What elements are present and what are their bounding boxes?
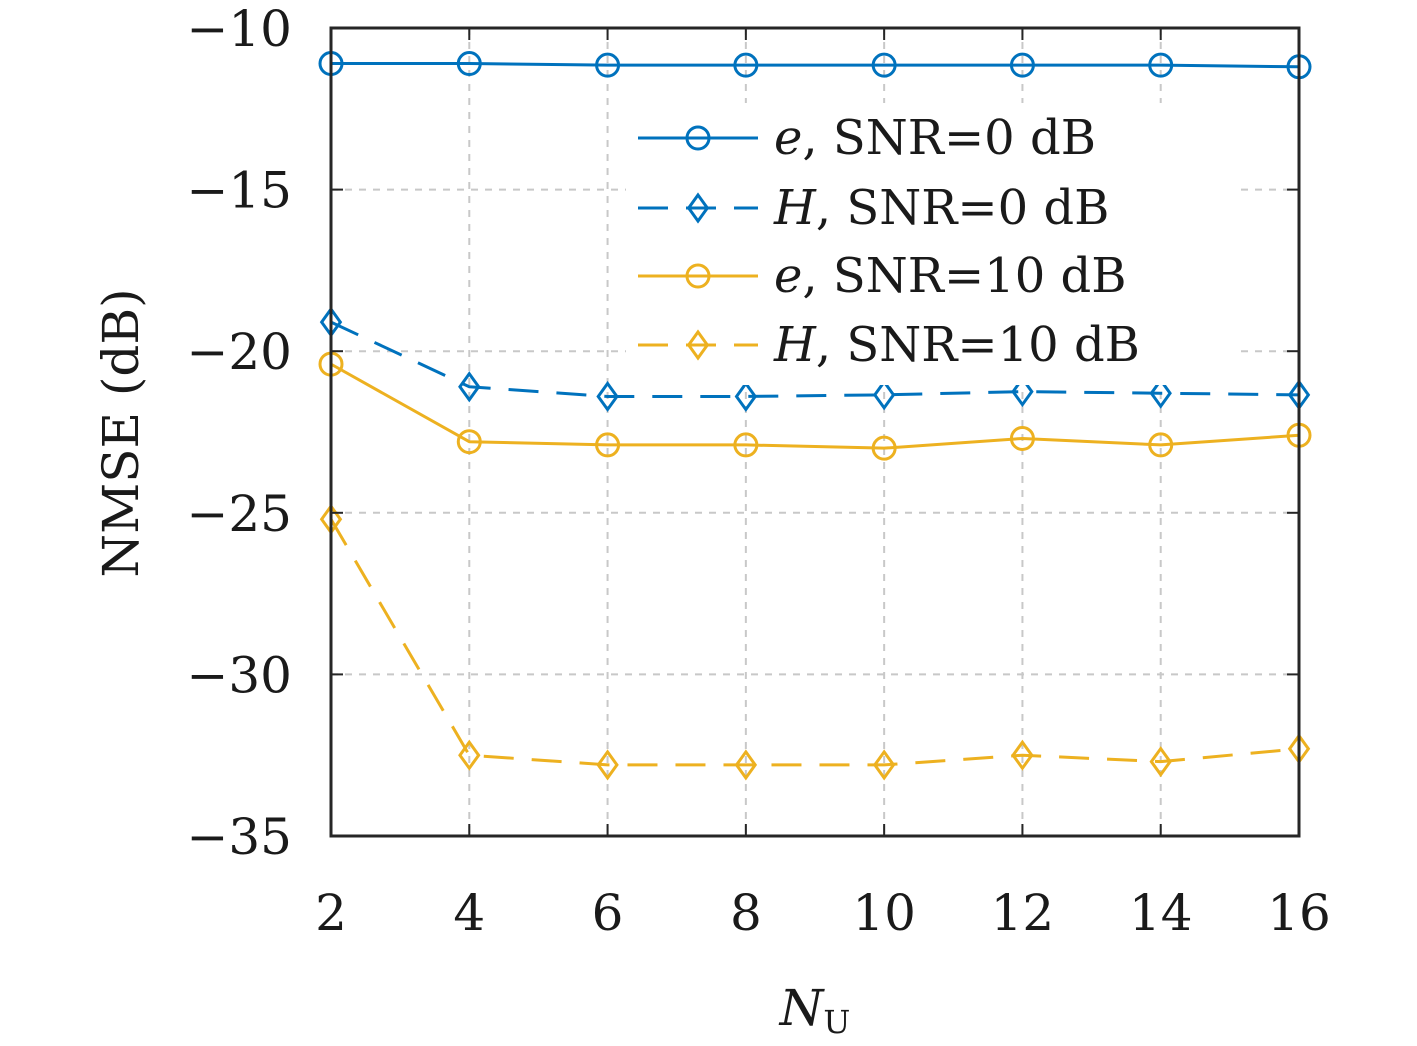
series-2: [319, 306, 1311, 413]
series-3-point: [1009, 425, 1035, 451]
series-2-point: [458, 371, 481, 403]
legend-swatch-marker: [686, 329, 710, 361]
series-2-point: [1149, 377, 1172, 409]
series-1-point: [1009, 52, 1035, 78]
legend-label-condition: , SNR=10 dB: [802, 248, 1126, 304]
x-tick-label: 16: [1267, 884, 1331, 942]
series-1-point: [595, 52, 621, 78]
x-axis-label: NU: [779, 979, 851, 1041]
grid-lines: [331, 28, 1299, 836]
y-tick-label: −35: [186, 808, 292, 866]
series-2-point: [596, 380, 619, 413]
x-axis-label-subscript: U: [823, 1003, 850, 1041]
legend-swatch-marker: [686, 192, 710, 224]
series-1-point: [733, 52, 759, 78]
series-3-point: [871, 435, 897, 461]
series-3-point: [1148, 432, 1174, 458]
y-tick-label: −20: [186, 323, 292, 381]
y-tick-label: −10: [186, 0, 292, 58]
legend-swatch-marker: [685, 125, 711, 151]
legend-label: H, SNR=10 dB: [773, 317, 1140, 373]
series-3-point: [456, 429, 482, 455]
y-tick-label: −25: [186, 485, 292, 543]
legend-label: e, SNR=10 dB: [774, 248, 1127, 304]
series-4-point: [1011, 739, 1034, 771]
series-4-point: [872, 749, 896, 781]
x-tick-label: 14: [1129, 884, 1193, 942]
legend-item-1: e, SNR=0 dB: [638, 110, 1096, 166]
tick-marks: [330, 27, 1300, 837]
series-1-point: [1148, 52, 1174, 78]
series-3-line: [330, 362, 1300, 450]
legend-item-4: H, SNR=10 dB: [638, 317, 1140, 373]
x-tick-label: 4: [453, 884, 485, 942]
x-tick-label: 12: [991, 884, 1055, 942]
legend-label-condition: , SNR=0 dB: [816, 180, 1110, 236]
series-4-point: [596, 749, 619, 781]
legend-swatch-marker: [685, 263, 711, 289]
legend-label-variable: e: [774, 248, 802, 304]
legend-label-variable: H: [773, 180, 817, 236]
series-1: [318, 51, 1312, 80]
series-4-point: [734, 749, 758, 781]
x-tick-labels: 2 4 6 8 10 12 14 16: [315, 884, 1331, 942]
x-tick-label: 8: [730, 884, 762, 942]
series-2-line: [330, 320, 1300, 398]
series-3-point: [733, 432, 759, 458]
series-1-line: [331, 62, 1300, 69]
legend-item-2: H, SNR=0 dB: [638, 180, 1109, 236]
series-2-point: [1011, 376, 1034, 408]
series-4-point: [458, 739, 481, 771]
y-axis-label: NMSE (dB): [92, 288, 150, 577]
legend-label-variable: H: [773, 317, 817, 373]
x-axis-label-main: N: [779, 979, 826, 1037]
legend-label-condition: , SNR=0 dB: [802, 110, 1096, 166]
legend-label-variable: e: [774, 110, 802, 166]
series-1-point: [456, 51, 482, 77]
series-4-line: [329, 518, 1300, 767]
legend-item-3: e, SNR=10 dB: [638, 248, 1127, 304]
series-2-point: [872, 379, 896, 411]
series-2-point: [734, 380, 758, 413]
legend-label: e, SNR=0 dB: [774, 110, 1096, 166]
x-tick-label: 10: [852, 884, 916, 942]
x-tick-label: 2: [315, 884, 347, 942]
legend-label: H, SNR=0 dB: [773, 180, 1109, 236]
series-4-point: [1149, 746, 1172, 778]
series-1-point: [871, 52, 897, 78]
y-tick-label: −15: [186, 162, 292, 220]
x-tick-label: 6: [592, 884, 624, 942]
y-tick-labels: −10 −15 −20 −25 −30 −35: [186, 0, 292, 866]
y-tick-label: −30: [186, 646, 292, 704]
legend-label-condition: , SNR=10 dB: [816, 317, 1140, 373]
legend-background: [626, 103, 1241, 385]
legend: e, SNR=0 dBH, SNR=0 dBe, SNR=10 dBH, SNR…: [626, 103, 1241, 385]
axes-box: [329, 26, 1301, 838]
series-3-point: [595, 432, 621, 458]
